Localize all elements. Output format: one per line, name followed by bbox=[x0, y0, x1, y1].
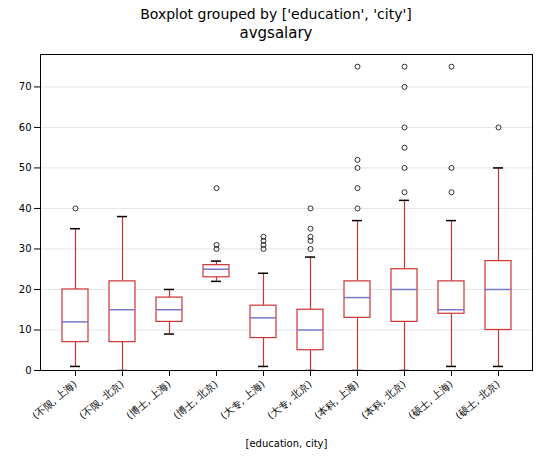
svg-text:(硕士, 上海): (硕士, 上海) bbox=[406, 378, 455, 421]
svg-text:(硕士, 北京): (硕士, 北京) bbox=[453, 378, 502, 421]
svg-text:20: 20 bbox=[19, 284, 32, 295]
svg-text:(博士, 上海): (博士, 上海) bbox=[124, 378, 173, 421]
html-text:Boxplot grouped by ['education: Boxplot grouped by ['education', 'city'] bbox=[140, 6, 412, 22]
svg-text:30: 30 bbox=[19, 243, 32, 254]
svg-text:70: 70 bbox=[19, 81, 32, 92]
svg-text:(大专, 北京): (大专, 北京) bbox=[265, 378, 314, 421]
svg-text:40: 40 bbox=[19, 203, 32, 214]
svg-text:(博士, 北京): (博士, 北京) bbox=[171, 378, 220, 421]
svg-text:60: 60 bbox=[19, 122, 32, 133]
svg-text:(不限, 北京): (不限, 北京) bbox=[77, 378, 126, 421]
html-text:avgsalary: avgsalary bbox=[239, 24, 313, 42]
svg-text:[education, city]: [education, city] bbox=[246, 438, 328, 449]
svg-text:10: 10 bbox=[19, 324, 32, 335]
svg-text:(不限, 上海): (不限, 上海) bbox=[30, 378, 79, 421]
svg-text:50: 50 bbox=[19, 162, 32, 173]
svg-text:(本科, 上海): (本科, 上海) bbox=[312, 378, 361, 421]
svg-text:(本科, 北京): (本科, 北京) bbox=[359, 378, 408, 421]
svg-text:0: 0 bbox=[25, 365, 31, 376]
svg-text:(大专, 上海): (大专, 上海) bbox=[218, 378, 267, 421]
